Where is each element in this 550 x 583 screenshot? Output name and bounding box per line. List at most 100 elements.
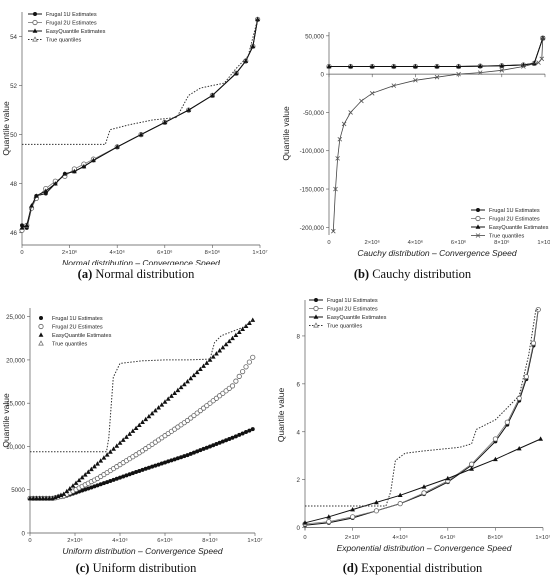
x-axis-label: Cauchy distribution – Convergence Speed <box>357 248 517 258</box>
data-point <box>369 91 375 96</box>
data-point <box>204 445 209 450</box>
data-point <box>130 471 135 476</box>
data-point <box>456 71 461 77</box>
y-tick-label: 15,000 <box>6 401 25 408</box>
data-point <box>92 484 97 489</box>
data-point <box>326 519 332 525</box>
data-point <box>201 446 206 451</box>
series-line <box>21 19 259 229</box>
data-point <box>233 378 239 384</box>
axes: 0 2 4 6 8 0 2×10⁶ 4×10⁶ 6×10⁶ 8×10⁶ 1×10⁷ Quantile … <box>276 300 550 553</box>
data-point <box>210 354 216 359</box>
legend-label: Frugal 1U Estimates <box>46 12 97 18</box>
x-tick-label: 4×10⁶ <box>408 239 424 246</box>
data-point <box>114 476 119 481</box>
data-point <box>341 121 347 127</box>
y-tick-label: 0 <box>321 72 325 79</box>
data-point <box>86 486 91 491</box>
panel-cauchy: -200,000 -150,000 -100,000 -50,000 0 50,000 0 2… <box>275 0 550 288</box>
data-point <box>250 317 256 322</box>
legend-label: EasyQuantile Estimates <box>52 333 112 339</box>
panel-exponential: 0 2 4 6 8 0 2×10⁶ 4×10⁶ 6×10⁶ 8×10⁶ 1×10⁷ Quantile … <box>275 290 550 583</box>
data-point <box>233 70 239 76</box>
data-point <box>101 455 107 460</box>
legend-label: Frugal 2U Estimates <box>52 325 103 331</box>
legend-marker <box>314 298 318 302</box>
data-point <box>194 369 200 375</box>
panel-normal: 46 48 50 52 54 0 2×10⁶ 4×10⁶ 6×10⁶ 8×10⁶ 1×10⁷ Quan… <box>0 0 272 288</box>
data-point <box>456 63 461 69</box>
series-easyquantile-estimates <box>326 35 546 69</box>
series-line <box>329 37 544 67</box>
y-tick-label: -50,000 <box>303 110 325 117</box>
legend: Frugal 1U Estimates Frugal 2U Estimates Ea… <box>38 316 112 348</box>
data-point <box>114 144 120 149</box>
series-frugal-1u-estimates <box>28 427 255 501</box>
data-point <box>230 335 235 341</box>
data-point <box>208 444 212 449</box>
data-point <box>169 458 174 463</box>
data-point <box>40 495 46 501</box>
data-point <box>107 449 113 454</box>
data-point <box>229 383 236 389</box>
legend-marker <box>313 314 319 319</box>
caption-text: Uniform distribution <box>92 561 197 575</box>
data-point <box>516 445 522 451</box>
data-point <box>156 462 161 467</box>
data-point <box>240 326 246 332</box>
data-point <box>134 470 139 475</box>
data-point <box>244 430 248 435</box>
data-point <box>504 419 510 425</box>
data-point <box>191 372 197 378</box>
data-point <box>214 351 219 356</box>
data-point <box>111 446 116 451</box>
data-point <box>82 472 88 477</box>
data-point <box>43 188 49 193</box>
y-tick-label: 52 <box>10 83 17 90</box>
x-tick-label: 2×10⁶ <box>364 239 380 246</box>
data-point <box>85 469 91 474</box>
y-tick-label: 6 <box>297 381 301 388</box>
y-axis-label: Quantile value <box>1 393 11 448</box>
caption-normal: (a) Normal distribution <box>0 267 272 282</box>
legend-marker <box>32 28 38 33</box>
series-frugal-1u-estimates <box>327 36 545 69</box>
data-point <box>421 490 427 496</box>
data-point <box>179 455 184 460</box>
data-point <box>421 484 427 489</box>
data-point <box>156 405 161 410</box>
x-tick-label: 1×10⁷ <box>247 537 262 544</box>
x-tick-label: 4×10⁶ <box>392 534 408 541</box>
data-point <box>34 495 39 501</box>
data-point <box>166 459 171 464</box>
data-point <box>165 396 171 401</box>
legend: Frugal 1U Estimates Frugal 2U Estimates Ea… <box>28 12 106 44</box>
data-point <box>201 363 206 368</box>
x-tick-label: 6×10⁶ <box>440 534 456 541</box>
caption-text: Exponential distribution <box>361 561 483 575</box>
data-point <box>516 395 522 401</box>
series-line <box>304 309 539 525</box>
data-point <box>226 338 232 344</box>
y-axis-label: Quantile value <box>276 388 286 443</box>
x-tick-label: 6×10⁶ <box>157 249 173 256</box>
data-point <box>182 454 187 459</box>
axes: 46 48 50 52 54 0 2×10⁶ 4×10⁶ 6×10⁶ 8×10⁶ 1×10⁷ Quan… <box>1 12 268 265</box>
data-point <box>150 464 155 469</box>
data-point <box>197 366 203 371</box>
caption-text: Normal distribution <box>95 267 195 281</box>
data-point <box>91 157 96 163</box>
legend-marker <box>475 233 481 238</box>
data-point <box>210 92 215 98</box>
data-point <box>499 68 505 73</box>
data-point <box>137 468 142 473</box>
series-true-quantiles <box>30 319 254 453</box>
data-point <box>191 450 196 455</box>
data-point <box>240 369 246 375</box>
data-point <box>143 466 148 471</box>
legend-label: True quantiles <box>489 234 524 240</box>
legend-label: True quantiles <box>327 324 362 330</box>
data-point <box>88 466 94 472</box>
data-point <box>477 63 483 68</box>
data-point <box>81 163 87 169</box>
